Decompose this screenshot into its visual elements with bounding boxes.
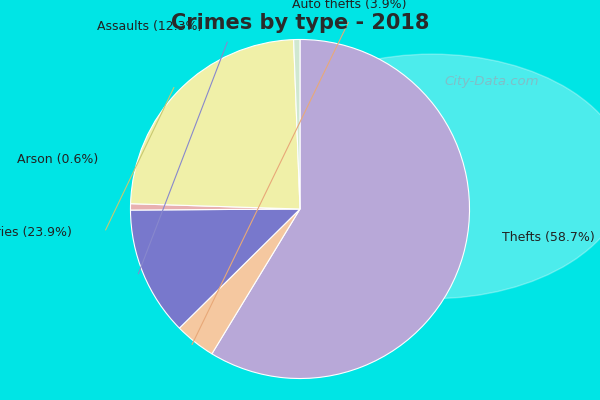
Ellipse shape [237, 54, 600, 299]
Text: Crimes by type - 2018: Crimes by type - 2018 [171, 13, 429, 33]
Text: Auto thefts (3.9%): Auto thefts (3.9%) [292, 0, 407, 11]
Wedge shape [179, 209, 300, 354]
Wedge shape [212, 40, 470, 378]
Text: Thefts (58.7%): Thefts (58.7%) [502, 231, 595, 244]
Wedge shape [131, 40, 300, 209]
Wedge shape [130, 204, 300, 210]
Wedge shape [130, 209, 300, 328]
Wedge shape [293, 40, 300, 209]
Text: City-Data.com: City-Data.com [445, 76, 539, 88]
Text: Burglaries (23.9%): Burglaries (23.9%) [0, 226, 72, 239]
Text: Arson (0.6%): Arson (0.6%) [17, 153, 98, 166]
Text: Assaults (12.3%): Assaults (12.3%) [97, 20, 202, 33]
